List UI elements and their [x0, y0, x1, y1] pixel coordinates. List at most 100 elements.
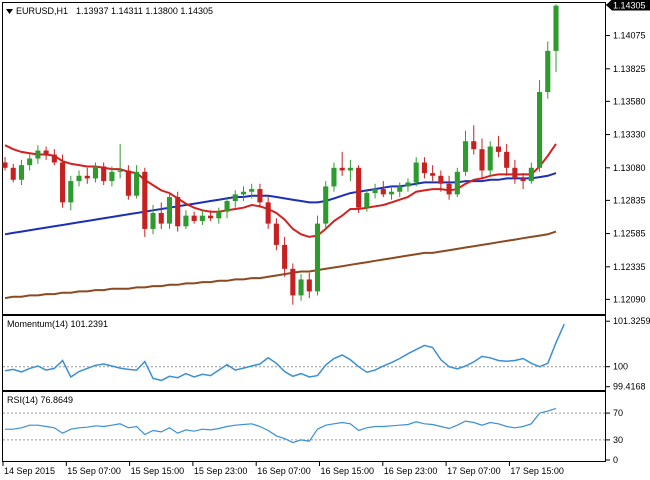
- price-tick-label: 1.13825: [613, 64, 646, 74]
- price-tick-label: 1.13330: [613, 130, 646, 140]
- rsi-label: RSI(14) 76.8649: [7, 395, 73, 405]
- rsi-line: [5, 407, 557, 444]
- candle: [27, 154, 33, 171]
- ma-fast-line: [4, 143, 557, 238]
- time-tick-label: 15 Sep 07:00: [67, 466, 121, 476]
- price-tick-label: 1.13080: [613, 163, 646, 173]
- time-tick-label: 16 Sep 07:00: [257, 466, 311, 476]
- dropdown-triangle-icon[interactable]: [6, 9, 13, 14]
- candle: [446, 175, 452, 200]
- candle: [125, 165, 131, 200]
- candle: [372, 183, 378, 199]
- candle: [84, 167, 90, 184]
- candle: [265, 197, 271, 229]
- candle: [2, 157, 8, 171]
- candle: [18, 159, 24, 186]
- candle: [109, 166, 115, 187]
- time-tick-label: 14 Sep 2015: [4, 466, 55, 476]
- ma-mid-line: [4, 172, 557, 236]
- price-tick-label: 1.14075: [613, 31, 646, 41]
- candle: [191, 211, 197, 224]
- price-tick-label: 1.12335: [613, 262, 646, 272]
- price-tick-label: 1.12090: [613, 294, 646, 304]
- candle: [10, 163, 16, 183]
- candle: [199, 210, 205, 225]
- candle: [504, 143, 510, 176]
- candle: [175, 191, 181, 232]
- candles: [2, 4, 559, 305]
- momentum-panel[interactable]: [2, 315, 606, 391]
- candle: [35, 145, 41, 164]
- price-axis: 1.14075 1.13825 1.13580 1.13330 1.13080 1.128…: [606, 4, 646, 304]
- time-tick-label: 17 Sep 07:00: [447, 466, 501, 476]
- candle: [92, 162, 99, 183]
- candle: [117, 143, 123, 179]
- current-price-value: 1.14305: [613, 0, 646, 10]
- current-price-marker: [606, 0, 650, 11]
- ohlc-label: 1.13937 1.14311 1.13800 1.14305: [76, 6, 213, 16]
- time-tick-label: 15 Sep 23:00: [194, 466, 248, 476]
- candle: [537, 80, 543, 172]
- candle: [430, 165, 436, 182]
- candle: [438, 170, 444, 192]
- candle: [273, 218, 279, 251]
- candle: [76, 170, 82, 187]
- candle: [183, 210, 189, 229]
- candle: [331, 162, 337, 192]
- candle: [306, 272, 312, 299]
- candle: [240, 186, 247, 202]
- time-axis: 14 Sep 2015 15 Sep 07:00 15 Sep 15:00 15 Se…: [2, 462, 564, 476]
- candle: [479, 138, 485, 179]
- candle: [216, 207, 222, 224]
- candle: [364, 189, 370, 212]
- momentum-tick-label: 99.4168: [613, 382, 646, 392]
- candle: [290, 263, 296, 305]
- candle: [51, 149, 57, 166]
- candle: [454, 167, 460, 198]
- candle: [462, 130, 469, 176]
- candle: [208, 210, 214, 221]
- candle: [397, 182, 403, 198]
- rsi-tick-label: 30: [613, 435, 623, 445]
- candle: [134, 165, 140, 199]
- candle: [323, 181, 329, 229]
- candle: [356, 165, 362, 213]
- time-tick-label: 16 Sep 15:00: [321, 466, 375, 476]
- candle: [471, 125, 477, 155]
- candle: [101, 162, 107, 186]
- price-tick-label: 1.12835: [613, 195, 646, 205]
- candle: [60, 154, 66, 208]
- candle: [405, 178, 411, 192]
- candle: [298, 274, 304, 301]
- symbol-label: EURUSD,H1: [16, 6, 68, 16]
- time-tick-label: 17 Sep 15:00: [510, 466, 564, 476]
- candle: [380, 181, 386, 198]
- candle: [166, 191, 173, 229]
- momentum-tick-label: 100: [613, 362, 628, 372]
- candle: [528, 162, 534, 184]
- price-panel[interactable]: [2, 2, 606, 315]
- candle: [232, 190, 238, 208]
- candle: [545, 41, 551, 99]
- candle: [142, 167, 148, 237]
- candle: [249, 183, 255, 199]
- rsi-tick-label: 0: [613, 455, 618, 465]
- candle: [487, 141, 493, 176]
- rsi-panel[interactable]: [2, 391, 606, 462]
- candle: [339, 151, 345, 176]
- candle: [421, 157, 427, 179]
- candle: [150, 205, 156, 235]
- momentum-tick-label: 101.3259: [613, 316, 650, 326]
- candle: [413, 157, 419, 187]
- candle: [282, 236, 288, 277]
- candle: [495, 135, 501, 158]
- candle: [512, 159, 518, 184]
- candle: [43, 146, 49, 160]
- candle: [257, 183, 263, 208]
- ma-slow-line: [4, 230, 557, 300]
- candle: [158, 202, 164, 229]
- price-tick-label: 1.12585: [613, 229, 646, 239]
- rsi-tick-label: 70: [613, 408, 623, 418]
- candle: [68, 175, 74, 211]
